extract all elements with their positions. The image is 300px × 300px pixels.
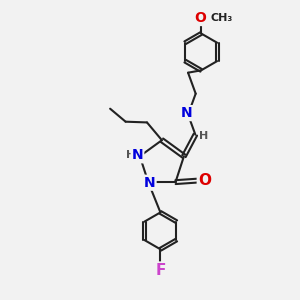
Text: N: N (181, 106, 192, 120)
Text: F: F (155, 262, 166, 278)
Text: H: H (199, 131, 208, 141)
Text: N: N (132, 148, 143, 162)
Text: CH₃: CH₃ (211, 13, 233, 23)
Text: O: O (195, 11, 206, 25)
Text: O: O (198, 173, 211, 188)
Text: H: H (126, 150, 135, 160)
Text: N: N (144, 176, 156, 190)
